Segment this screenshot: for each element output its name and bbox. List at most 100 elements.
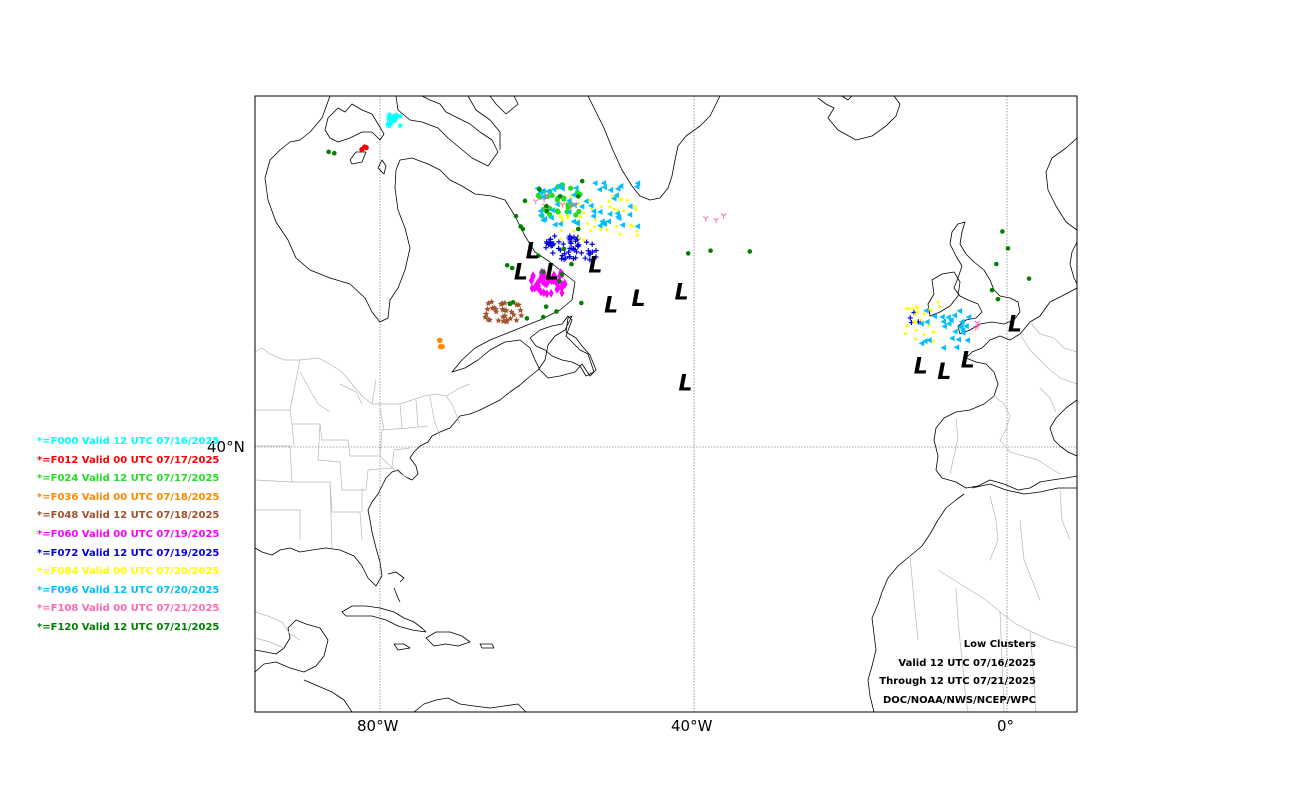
cluster-point <box>622 209 626 213</box>
svalbard-area <box>841 96 853 101</box>
coastlines <box>255 96 1077 712</box>
cluster-point <box>911 307 915 311</box>
cluster-point <box>549 207 555 214</box>
cluster-point <box>573 202 579 208</box>
mediterranean-north <box>1049 399 1077 457</box>
info-block: Low Clusters Valid 12 UTC 07/16/2025 Thr… <box>879 636 1036 710</box>
europe-borders-1 <box>1019 333 1077 385</box>
europe-borders-2 <box>1029 321 1077 353</box>
info-valid: Valid 12 UTC 07/16/2025 <box>898 657 1036 669</box>
baffin-island <box>395 96 499 167</box>
cluster-point <box>964 337 971 344</box>
arctic-island-1 <box>489 96 519 115</box>
cluster-point <box>708 248 713 254</box>
cluster-point <box>613 192 619 199</box>
cluster-point <box>905 324 909 328</box>
puerto-rico <box>479 643 495 649</box>
low-center-marker: L <box>588 253 602 278</box>
ireland <box>927 271 961 317</box>
cluster-point <box>558 214 562 218</box>
cluster-point <box>561 256 567 263</box>
cluster-point <box>938 305 942 309</box>
cluster-point <box>548 214 554 221</box>
cluster-point <box>610 195 617 202</box>
iceland <box>817 96 901 141</box>
cluster-point <box>543 193 550 199</box>
cluster-point <box>614 185 621 192</box>
cluster-point <box>524 316 530 321</box>
cluster-point <box>540 269 546 275</box>
cluster-point <box>587 202 594 209</box>
state-lines-3 <box>291 423 411 491</box>
cluster-point <box>632 204 636 208</box>
cluster-point <box>537 212 544 219</box>
cluster-point <box>607 187 614 194</box>
us-canada-border <box>255 347 461 425</box>
cluster-point <box>547 212 553 218</box>
cluster-point <box>495 317 502 324</box>
cluster-point <box>598 227 602 231</box>
cluster-point <box>952 328 958 335</box>
hudson-bay-west <box>324 103 385 143</box>
cluster-point <box>568 185 574 191</box>
lon-label-40w: 40°W <box>671 717 713 735</box>
cluster-point <box>543 279 549 289</box>
legend-item-f024: *=F024 Valid 12 UTC 07/17/2025 <box>37 473 220 485</box>
legend-item-f108: *=F108 Valid 00 UTC 07/21/2025 <box>37 603 220 615</box>
cluster-point <box>560 281 566 291</box>
cluster-point <box>959 327 966 334</box>
cluster-markers <box>326 111 1032 351</box>
cluster-point <box>931 313 938 320</box>
legend-item-f084: *=F084 Valid 00 UTC 07/20/2025 <box>37 566 220 578</box>
cluster-point <box>578 203 585 210</box>
low-center-marker: L <box>604 293 618 318</box>
cluster-point <box>543 304 549 309</box>
cluster-point <box>635 233 639 237</box>
cluster-point <box>547 236 553 243</box>
cluster-point <box>492 308 500 315</box>
cluster-point <box>485 300 492 307</box>
cluster-point <box>436 337 443 343</box>
cluster-point <box>614 210 621 217</box>
cluster-point <box>932 330 936 334</box>
cluster-point <box>627 203 633 210</box>
cluster-point <box>945 320 952 327</box>
cluster-point <box>606 211 613 218</box>
cluster-point <box>953 344 960 351</box>
cluster-point <box>567 245 573 251</box>
cluster-point <box>544 289 550 299</box>
cluster-point <box>500 317 507 325</box>
cluster-point <box>518 224 523 229</box>
state-lines-2 <box>255 445 363 541</box>
cluster-point <box>559 272 565 277</box>
cluster-point <box>577 236 581 240</box>
cluster-point <box>590 213 596 220</box>
greenland <box>587 96 721 201</box>
low-center-marker: L <box>514 260 528 285</box>
cluster-point <box>994 261 999 267</box>
mexico-states <box>255 611 301 649</box>
cluster-point <box>507 315 514 322</box>
cluster-point <box>499 313 507 320</box>
low-center-marker: L <box>545 260 559 285</box>
cluster-point <box>588 198 592 202</box>
cluster-point <box>582 238 586 242</box>
cluster-point <box>922 312 926 316</box>
cluster-point <box>951 312 958 319</box>
cluster-point <box>555 209 561 215</box>
cluster-point <box>936 300 940 304</box>
cluster-point <box>616 208 620 212</box>
arctic-island-3 <box>377 159 387 175</box>
cluster-point <box>929 308 933 312</box>
cluster-point <box>484 305 491 312</box>
cluster-point <box>530 272 536 282</box>
political-borders <box>255 321 1077 712</box>
cluster-point <box>904 331 908 335</box>
cluster-point <box>573 185 579 192</box>
lon-label-80w: 80°W <box>357 717 399 735</box>
info-title: Low Clusters <box>963 639 1036 650</box>
south-america-north <box>413 697 527 712</box>
cluster-point <box>385 115 392 123</box>
cluster-point <box>945 314 951 321</box>
